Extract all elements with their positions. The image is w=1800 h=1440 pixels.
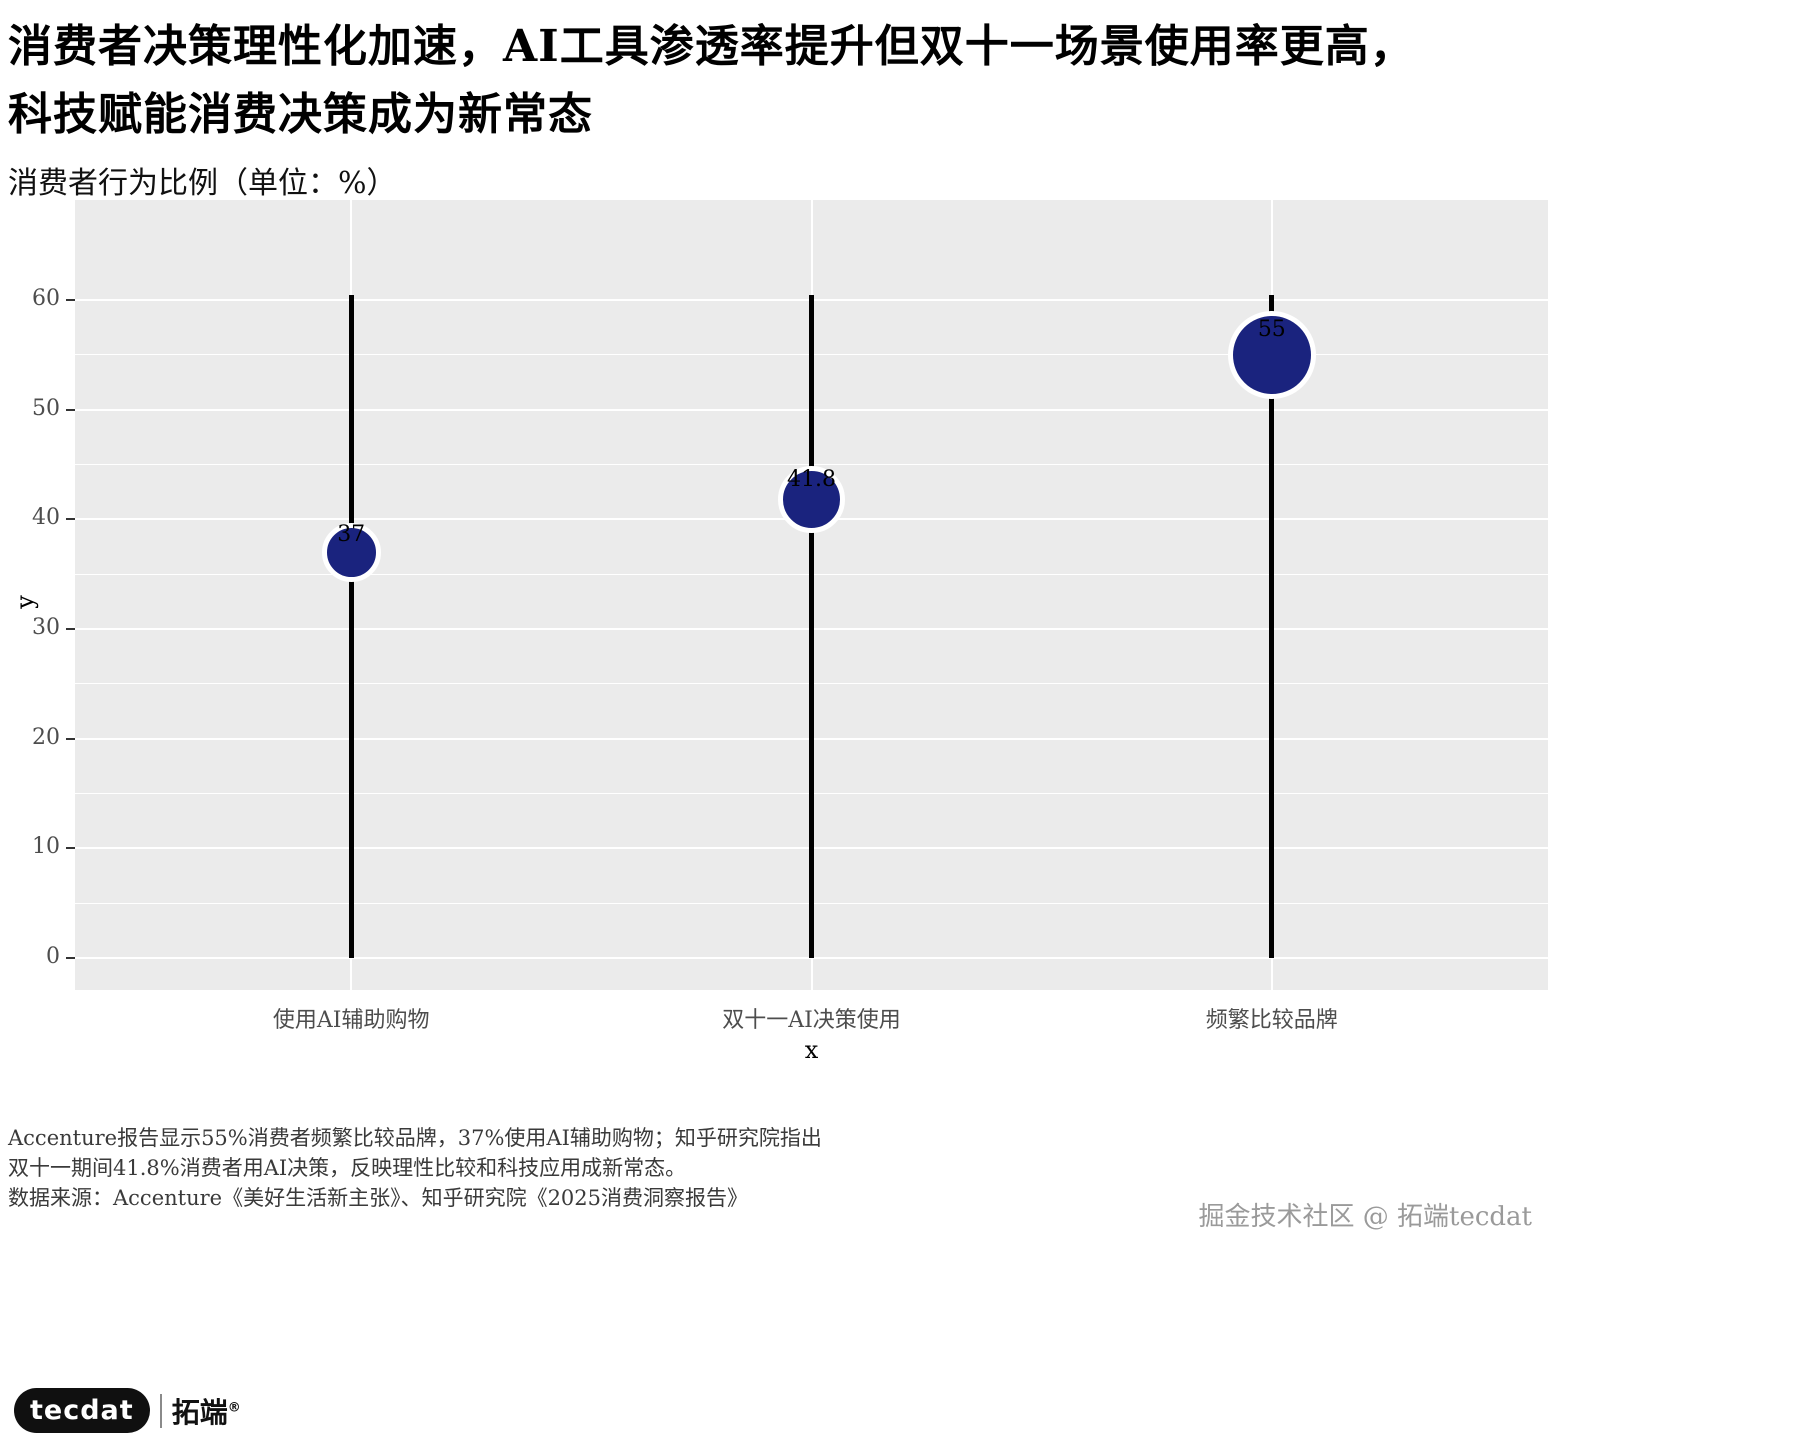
chart-subtitle: 消费者行为比例（单位：%） xyxy=(8,166,397,201)
note-line2: 双十一期间41.8%消费者用AI决策，反映理性比较和科技应用成新常态。 xyxy=(8,1156,687,1180)
logo-chinese-text: 拓端 xyxy=(171,1395,228,1429)
point-value-label: 37 xyxy=(337,521,366,547)
y-tick xyxy=(66,737,75,740)
lollipop-stem xyxy=(1269,294,1275,958)
y-tick-label: 20 xyxy=(32,724,60,750)
logo-chinese: 拓端® xyxy=(172,1391,241,1431)
x-category-label: 频繁比较品牌 xyxy=(1205,1008,1338,1033)
note-line1: Accenture报告显示55%消费者频繁比较品牌，37%使用AI辅助购物；知乎… xyxy=(8,1126,822,1150)
y-tick xyxy=(66,408,75,411)
point-value-label: 55 xyxy=(1257,316,1286,342)
x-axis-title: x xyxy=(804,1036,819,1064)
y-tick xyxy=(66,847,75,850)
note-source: 数据来源：Accenture《美好生活新主张》、知乎研究院《2025消费洞察报告… xyxy=(8,1186,749,1210)
data-point xyxy=(321,522,381,582)
x-category-label: 双十一AI决策使用 xyxy=(722,1008,901,1033)
y-tick-label: 50 xyxy=(32,395,60,421)
point-value-label: 41.8 xyxy=(787,467,836,493)
y-axis-title: y xyxy=(10,595,39,609)
y-tick xyxy=(66,628,75,630)
chart-title-line2: 科技赋能消费决策成为新常态 xyxy=(8,89,593,140)
chart-title-line1: 消费者决策理性化加速，AI工具渗透率提升但双十一场景使用率更高， xyxy=(8,21,1415,72)
y-tick-label: 10 xyxy=(32,834,60,860)
y-tick xyxy=(66,299,75,301)
y-tick xyxy=(66,518,75,521)
lollipop-stem xyxy=(809,294,814,958)
logo-registered-mark: ® xyxy=(227,1400,241,1416)
y-tick-label: 60 xyxy=(32,286,60,311)
y-tick-label: 0 xyxy=(46,944,60,969)
data-point xyxy=(778,466,845,534)
y-tick xyxy=(66,957,75,959)
x-category-label: 使用AI辅助购物 xyxy=(272,1008,430,1033)
community-credit: 掘金技术社区 @ 拓端tecdat xyxy=(1198,1202,1532,1232)
data-point xyxy=(1227,310,1316,399)
y-tick-label: 30 xyxy=(32,615,60,640)
logo-separator xyxy=(159,1393,162,1428)
logo-latin: tecdat xyxy=(14,1388,150,1433)
lollipop-stem xyxy=(348,294,354,958)
y-tick-label: 40 xyxy=(32,505,60,531)
brand-logo: tecdat 拓端® xyxy=(14,1388,241,1433)
